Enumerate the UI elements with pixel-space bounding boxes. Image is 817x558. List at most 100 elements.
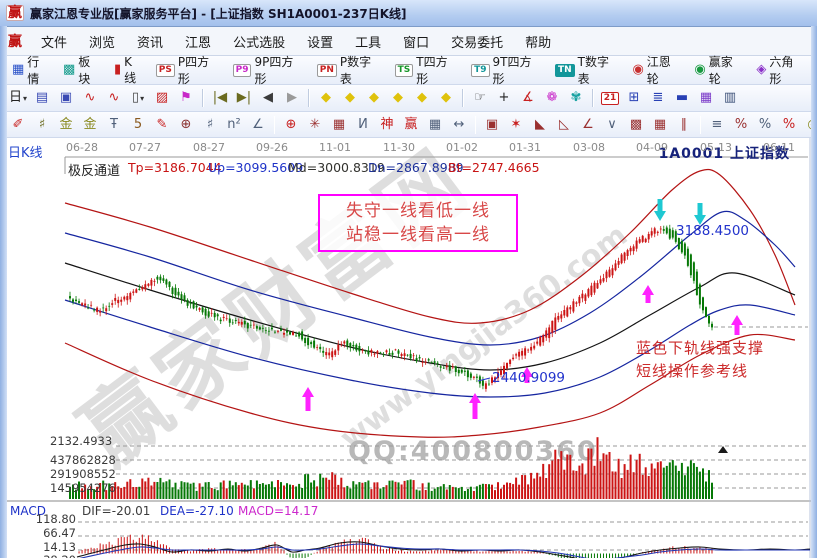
calendar-button[interactable]: 21 <box>598 87 622 109</box>
diamond-pan-left-button[interactable]: ◆ <box>314 87 338 109</box>
menu-item-formula-stock-pick[interactable]: 公式选股 <box>233 35 286 51</box>
red-pen-tool[interactable]: ✎ <box>150 114 174 136</box>
percent-line-tool[interactable]: % <box>777 114 801 136</box>
hexagon-button[interactable]: ◈ 六角形 <box>750 51 811 89</box>
cross-grid-tool[interactable]: ▩ <box>624 114 648 136</box>
t-square-button[interactable]: TS T四方形 <box>389 51 465 89</box>
magenta-up-arrow[interactable] <box>642 285 654 303</box>
title-bar[interactable]: 赢 赢家江恩专业版[赢家服务平台] - [上证指数 SH1A0001-237日K… <box>0 0 817 27</box>
next-bar-button[interactable]: ▶ <box>280 87 304 109</box>
app-icon: 赢 <box>6 5 24 21</box>
grid-arrow-tool[interactable]: ▦ <box>648 114 672 136</box>
support-annotation-note[interactable]: 蓝色下轨线强支撑 短线操作参考线 <box>636 337 764 383</box>
gold-gate-tool[interactable]: 金 <box>54 114 78 136</box>
angle-line-button[interactable]: ∡ <box>516 87 540 109</box>
percent-angle-tool[interactable]: % <box>729 114 753 136</box>
quote-note-icon[interactable]: ▣ <box>54 87 78 109</box>
tick-ruler-tool[interactable]: ♯ <box>30 114 54 136</box>
pattern-box-icon[interactable]: ▨ <box>150 87 174 109</box>
percent-tool[interactable]: % <box>753 114 777 136</box>
shen-tool[interactable]: 神 <box>375 114 399 136</box>
target-tool[interactable]: ⊕ <box>279 114 303 136</box>
diamond-zoom-in-button[interactable]: ◆ <box>410 87 434 109</box>
grid-web-tool[interactable]: ▦ <box>327 114 351 136</box>
magenta-up-arrow[interactable] <box>469 393 481 419</box>
export-image-button[interactable]: ▦ <box>694 87 718 109</box>
gold-gate2-tool[interactable]: 金 <box>78 114 102 136</box>
calculator-button[interactable]: ⊞ <box>622 87 646 109</box>
period-day-button[interactable]: 日 ▾ <box>6 87 30 109</box>
star-web-tool[interactable]: ✳ <box>303 114 327 136</box>
menu-item-tools[interactable]: 工具 <box>355 35 382 51</box>
menu-item-settings[interactable]: 设置 <box>307 35 334 51</box>
diamond-expand-button[interactable]: ◆ <box>362 87 386 109</box>
span-measure-tool[interactable]: ↔ <box>447 114 471 136</box>
first-bar-button[interactable]: |◀ <box>208 87 232 109</box>
print-button[interactable]: ▥ <box>718 87 742 109</box>
gann-wheel-button[interactable]: ◉ 江恩轮 <box>626 51 688 89</box>
diamond-zoom-out-button[interactable]: ◆ <box>434 87 458 109</box>
i-mark-tool[interactable]: И <box>351 114 375 136</box>
memo-button[interactable]: ≣ <box>646 87 670 109</box>
p-number-button[interactable]: PN P数字表 <box>311 51 389 89</box>
macd-axis-label: 14.13 <box>43 540 76 554</box>
diamond-compress-button[interactable]: ◆ <box>386 87 410 109</box>
diamond-pan-right-button[interactable]: ◆ <box>338 87 362 109</box>
save-button[interactable]: ▬ <box>670 87 694 109</box>
menu-item-trade-entrust[interactable]: 交易委托 <box>451 35 504 51</box>
symbol-label: 1A0001 上证指数 <box>658 146 790 162</box>
red-marker-tool[interactable]: ✐ <box>6 114 30 136</box>
coil-tool[interactable]: 5 <box>126 114 150 136</box>
candle-style-button[interactable]: ▯ ▾ <box>126 87 150 109</box>
handle-box-tool[interactable]: ▣ <box>480 114 504 136</box>
magenta-up-arrow[interactable] <box>302 387 314 411</box>
menu-item-browse[interactable]: 浏览 <box>89 35 116 51</box>
indicator-value-2: Md=3000.8319 <box>288 160 385 175</box>
cyan-down-arrow[interactable] <box>694 203 706 225</box>
annotation-arrows[interactable] <box>302 199 743 419</box>
grid-number-tool[interactable]: ▦ <box>423 114 447 136</box>
compass-tool[interactable]: ⊕ <box>174 114 198 136</box>
parallel-lines-tool[interactable]: ∥ <box>672 114 696 136</box>
menu-item-help[interactable]: 帮助 <box>525 35 552 51</box>
p-square-button[interactable]: PS P四方形 <box>150 51 227 89</box>
menu-item-news[interactable]: 资讯 <box>137 35 164 51</box>
ray-fan-tool[interactable]: ✶ <box>504 114 528 136</box>
sectors-button[interactable]: ▩ 板块 <box>57 51 108 89</box>
two-ray-tool[interactable]: ∠ <box>576 114 600 136</box>
spiral-button[interactable]: ✾ <box>564 87 588 109</box>
color-flag-icon[interactable]: ⚑ <box>174 87 198 109</box>
winner-wheel-button[interactable]: ◉ 赢家轮 <box>688 51 750 89</box>
menu-item-window[interactable]: 窗口 <box>403 35 430 51</box>
wave-3-icon[interactable]: ∿ <box>78 87 102 109</box>
t-number-button[interactable]: TN T数字表 <box>549 51 627 89</box>
ying-tool[interactable]: 赢 <box>399 114 423 136</box>
v-wave-tool[interactable]: ∨ <box>600 114 624 136</box>
p9-square-button[interactable]: P9 9P四方形 <box>227 51 311 89</box>
diag-box-tool[interactable]: ◺ <box>552 114 576 136</box>
cyan-down-arrow[interactable] <box>654 199 666 221</box>
signal-annotation-box[interactable]: 失守一线看低一线 站稳一线看高一线 <box>318 194 518 252</box>
angle-ruler-tool[interactable]: ∠ <box>246 114 270 136</box>
menu-item-gann[interactable]: 江恩 <box>185 35 212 51</box>
kline-button[interactable]: ▮ K线 <box>108 53 150 88</box>
menu-item-file[interactable]: 文件 <box>41 35 68 51</box>
gann-flower-button[interactable]: ❁ <box>540 87 564 109</box>
f-grid-tool[interactable]: Ŧ <box>102 114 126 136</box>
quotes-button[interactable]: ▦ 行情 <box>6 51 57 89</box>
hand-tool-button[interactable]: ☞ <box>468 87 492 109</box>
crosshair-button[interactable]: + <box>492 87 516 109</box>
prev-bar-button[interactable]: ◀ <box>256 87 280 109</box>
price-point-label: 2440.9099 <box>492 370 565 386</box>
magenta-up-arrow[interactable] <box>731 315 743 335</box>
wave-9-icon[interactable]: ∿ <box>102 87 126 109</box>
n2-tool[interactable]: n² <box>222 114 246 136</box>
shaded-fan-tool[interactable]: ◣ <box>528 114 552 136</box>
tick-ruler2-tool[interactable]: ♯ <box>198 114 222 136</box>
overlay-chart-icon[interactable]: ▤ <box>30 87 54 109</box>
toolbar-separator <box>274 115 275 134</box>
t9-square-button[interactable]: T9 9T四方形 <box>465 51 549 89</box>
ratio-scale-tool[interactable]: ≡ <box>705 114 729 136</box>
magenta-up-arrow[interactable] <box>521 367 533 383</box>
last-bar-button[interactable]: ▶| <box>232 87 256 109</box>
